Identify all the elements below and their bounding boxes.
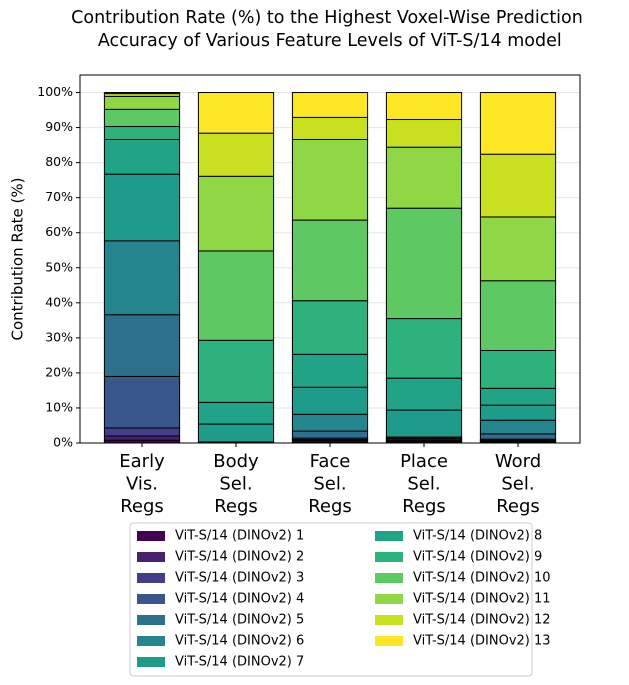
bar-segment [197, 132, 275, 177]
legend-swatch [375, 615, 403, 625]
bar-segment [385, 409, 463, 438]
y-tick-label: 60% [45, 224, 73, 239]
bar-segment [103, 375, 181, 429]
chart-title: Contribution Rate (%) to the Highest Vox… [71, 8, 583, 51]
bar-segment [197, 92, 275, 134]
bar-segment [479, 92, 557, 155]
bar-segment [479, 153, 557, 218]
bar-segment [103, 92, 181, 95]
bar-segment [291, 219, 369, 302]
bar-segment [385, 207, 463, 320]
bar-segment [385, 377, 463, 411]
legend-swatch [137, 573, 165, 583]
bar-segment [197, 175, 275, 252]
bar-segment [197, 250, 275, 341]
bar-segment [385, 119, 463, 148]
bar-segment [385, 318, 463, 379]
legend-label: ViT-S/14 (DINOv2) 13 [413, 634, 551, 649]
legend-swatch [137, 657, 165, 667]
legend-label: ViT-S/14 (DINOv2) 6 [175, 634, 304, 649]
legend-swatch [375, 573, 403, 583]
x-tick-label: Word Sel. Regs [495, 451, 541, 517]
legend-swatch [375, 531, 403, 541]
bar-segment [103, 314, 181, 377]
y-tick-label: 30% [45, 329, 73, 344]
y-tick-label: 0% [53, 435, 73, 450]
bar-segment [103, 126, 181, 140]
legend-label: ViT-S/14 (DINOv2) 12 [413, 613, 551, 628]
bar-segment [197, 423, 275, 443]
legend-label: ViT-S/14 (DINOv2) 7 [175, 655, 304, 670]
bar-segment [103, 173, 181, 242]
x-tick-label: Early Vis. Regs [119, 451, 165, 517]
x-tick-label: Place Sel. Regs [400, 451, 448, 517]
bar-segment [479, 349, 557, 389]
bar-segment [103, 435, 181, 441]
bar-segment [291, 386, 369, 415]
legend-label: ViT-S/14 (DINOv2) 3 [175, 571, 304, 586]
legend-label: ViT-S/14 (DINOv2) 9 [413, 550, 542, 565]
legend-swatch [137, 594, 165, 604]
y-tick-label: 20% [45, 364, 73, 379]
y-tick-label: 90% [45, 119, 73, 134]
plot-frame [79, 74, 581, 444]
legend-frame [129, 522, 533, 677]
bar-segment [197, 401, 275, 425]
legend-label: ViT-S/14 (DINOv2) 8 [413, 529, 542, 544]
bar-segment [479, 216, 557, 282]
bar-segment [291, 300, 369, 355]
bar-segment [103, 427, 181, 437]
bar-segment [385, 146, 463, 209]
bar-segment [385, 92, 463, 121]
legend-label: ViT-S/14 (DINOv2) 1 [175, 529, 304, 544]
legend-swatch [375, 636, 403, 646]
legend: ViT-S/14 (DINOv2) 1 ViT-S/14 (DINOv2) 2 Vi… [129, 522, 551, 677]
bar-segment [479, 280, 557, 351]
y-tick-label: 100% [37, 84, 73, 99]
legend-swatch [137, 531, 165, 541]
bar-segment [103, 95, 181, 110]
legend-label: ViT-S/14 (DINOv2) 2 [175, 550, 304, 565]
bar-segment [103, 240, 181, 316]
x-tick-label: Body Sel. Regs [213, 451, 259, 517]
bar-segment [103, 108, 181, 128]
legend-label: ViT-S/14 (DINOv2) 4 [175, 592, 304, 607]
legend-label: ViT-S/14 (DINOv2) 11 [413, 592, 551, 607]
bar-segment [291, 413, 369, 432]
bar-segment [291, 353, 369, 388]
y-tick-label: 50% [45, 259, 73, 274]
bar-segment [479, 433, 557, 440]
bar-segment [103, 138, 181, 175]
legend-label: ViT-S/14 (DINOv2) 5 [175, 613, 304, 628]
bar-segment [291, 92, 369, 118]
y-axis-label: Contribution Rate (%) [9, 177, 27, 340]
bar-segment [291, 116, 369, 140]
y-tick-label: 10% [45, 399, 73, 414]
legend-swatch [137, 636, 165, 646]
y-tick-label: 40% [45, 294, 73, 309]
y-tick-label: 80% [45, 154, 73, 169]
bar-segment [479, 387, 557, 406]
bar-segment [197, 339, 275, 403]
bar-segment [479, 404, 557, 421]
bar-segment [291, 430, 369, 439]
legend-swatch [137, 615, 165, 625]
legend-swatch [137, 552, 165, 562]
legend-swatch [375, 552, 403, 562]
bar-segment [479, 419, 557, 435]
legend-swatch [375, 594, 403, 604]
bar-segment [291, 138, 369, 221]
legend-label: ViT-S/14 (DINOv2) 10 [413, 571, 551, 586]
y-tick-label: 70% [45, 189, 73, 204]
x-tick-label: Face Sel. Regs [308, 451, 352, 517]
